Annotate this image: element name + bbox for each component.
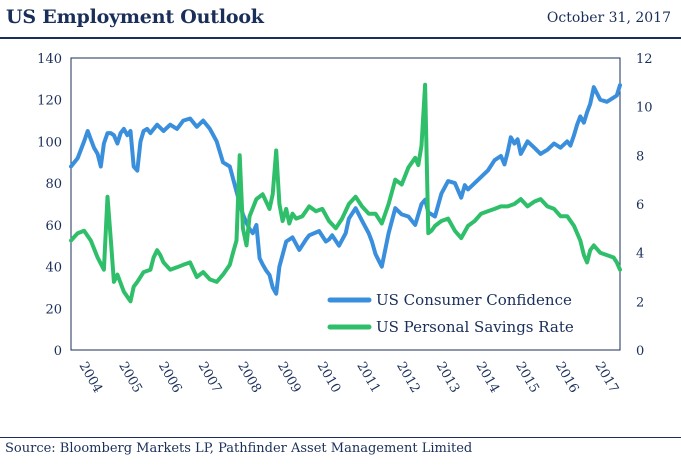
x-tick-label: 2014: [472, 360, 502, 396]
x-tick-label: 2007: [195, 360, 225, 396]
left-axis-ticks: 0 20 40 60 80 100 120 140: [37, 52, 62, 359]
chart-title: US Employment Outlook: [6, 6, 264, 28]
legend-label: US Personal Savings Rate: [376, 318, 574, 336]
plot-frame: [70, 57, 621, 351]
right-tick-label: 8: [636, 149, 644, 164]
x-tick-label: 2010: [314, 360, 344, 396]
right-tick-label: 10: [636, 101, 653, 116]
x-tick-label: 2016: [552, 360, 582, 396]
x-tick-label: 2015: [512, 360, 542, 396]
x-tick-label: 2013: [433, 360, 463, 396]
legend: US Consumer Confidence US Personal Saving…: [327, 291, 574, 336]
series-lines: [69, 82, 622, 304]
left-tick-label: 60: [45, 219, 62, 234]
x-tick-label: 2005: [115, 360, 145, 396]
x-tick-label: 2017: [592, 360, 622, 396]
right-tick-label: 0: [636, 344, 644, 359]
legend-label: US Consumer Confidence: [376, 291, 572, 309]
x-tick-label: 2012: [393, 360, 423, 396]
left-tick-label: 0: [54, 344, 62, 359]
report-date: October 31, 2017: [546, 10, 671, 26]
x-tick-label: 2011: [353, 360, 383, 396]
footer-divider: [0, 437, 681, 438]
x-tick-label: 2008: [234, 360, 264, 396]
left-tick-label: 40: [45, 261, 62, 276]
x-tick-label: 2004: [76, 360, 106, 396]
x-tick-label: 2009: [274, 360, 304, 396]
left-tick-label: 80: [45, 177, 62, 192]
left-tick-label: 140: [37, 52, 62, 67]
left-tick-label: 20: [45, 302, 62, 317]
x-tick-label: 2006: [155, 360, 185, 396]
right-tick-label: 2: [636, 295, 644, 310]
header-divider: [0, 37, 681, 39]
x-axis-ticks: 2004 2005 2006 2007 2008 2009 2010 2011 2012 2013…: [76, 360, 622, 396]
left-tick-label: 100: [37, 135, 62, 150]
left-tick-label: 120: [37, 94, 62, 109]
right-tick-label: 4: [636, 247, 644, 262]
right-tick-label: 12: [636, 52, 653, 67]
right-axis-ticks: 0 2 4 6 8 10 12: [636, 52, 653, 359]
savings-rate-line: [69, 82, 622, 304]
consumer-confidence-line: [69, 83, 622, 296]
right-tick-label: 6: [636, 198, 644, 213]
source-note: Source: Bloomberg Markets LP, Pathfinder…: [5, 441, 473, 456]
